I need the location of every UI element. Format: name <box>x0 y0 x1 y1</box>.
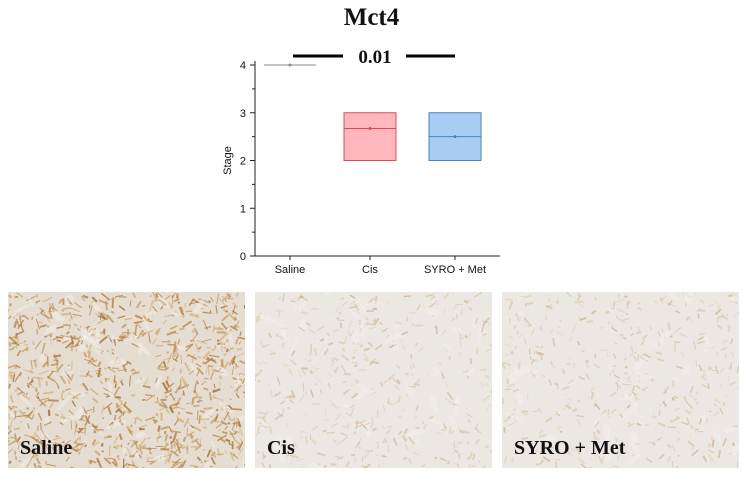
box <box>343 112 397 161</box>
micrograph-texture <box>255 292 492 468</box>
micrograph-texture <box>8 292 245 468</box>
y-tick-label: 2 <box>240 156 246 168</box>
y-tick-label: 1 <box>240 203 246 215</box>
mean-marker <box>453 135 457 139</box>
micrograph-cis: Cis <box>255 292 492 468</box>
significance-label: 0.01 <box>358 47 391 68</box>
micrograph-saline: Saline <box>8 292 245 468</box>
micrograph-texture <box>502 292 739 468</box>
y-axis-label: Stage <box>222 146 234 175</box>
mean-marker <box>288 63 292 67</box>
box-plot: 0 1 2 3 4 Stage Saline Cis SYRO + Met 0.01 <box>222 47 500 276</box>
panel-label-saline: Saline <box>20 437 73 459</box>
x-tick-label: Cis <box>362 264 378 276</box>
y-tick-label: 0 <box>240 251 246 263</box>
y-tick-label: 3 <box>240 108 246 120</box>
panel-label-cis: Cis <box>267 437 295 459</box>
x-tick-label: SYRO + Met <box>424 264 486 276</box>
panel-label-syro-met: SYRO + Met <box>514 437 626 459</box>
x-tick-label: Saline <box>275 264 306 276</box>
micrograph-syro-met: SYRO + Met <box>502 292 739 468</box>
mean-marker <box>368 127 372 131</box>
chart-title: Mct4 <box>343 4 400 31</box>
y-tick-label: 4 <box>240 60 246 72</box>
